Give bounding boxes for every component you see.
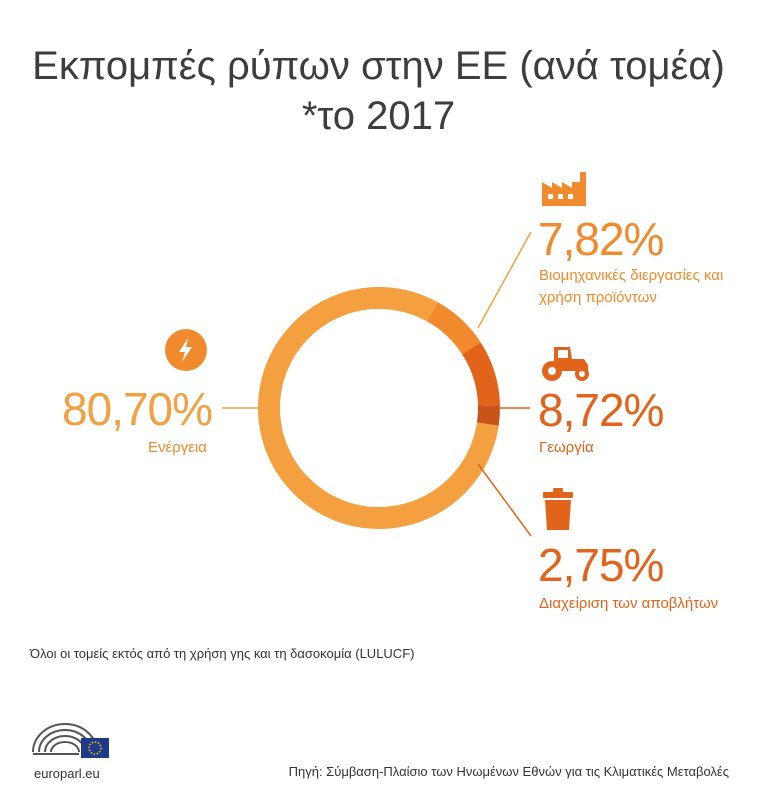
chart-subtitle: *το 2017 bbox=[301, 94, 456, 138]
donut-slice-waste bbox=[476, 404, 500, 426]
europarl-link[interactable]: europarl.eu bbox=[34, 766, 100, 781]
source-note: Πηγή: Σύμβαση-Πλαίσιο των Ηνωμένων Εθνών… bbox=[288, 764, 729, 779]
donut-slice-agri bbox=[462, 342, 500, 406]
industry-label-line2: χρήση προϊόντων bbox=[539, 289, 657, 306]
factory-icon bbox=[542, 172, 586, 206]
waste-leader-line bbox=[477, 463, 532, 537]
lightning-icon bbox=[165, 329, 207, 371]
industry-percentage: 7,82% bbox=[538, 213, 664, 265]
chart-title: Εκπομπές ρύπων στην ΕΕ (ανά τομέα) bbox=[32, 44, 725, 88]
waste-label: Διαχείριση των αποβλήτων bbox=[539, 595, 719, 612]
agri-percentage: 8,72% bbox=[538, 384, 664, 436]
waste-percentage: 2,75% bbox=[538, 539, 664, 591]
energy-percentage: 80,70% bbox=[62, 383, 213, 435]
industry-leader-line bbox=[477, 231, 532, 329]
energy-label: Ενέργεια bbox=[148, 439, 207, 456]
footnote: Όλοι οι τομείς εκτός από τη χρήση γης κα… bbox=[30, 646, 415, 661]
agri-label: Γεωργία bbox=[539, 439, 594, 456]
donut-slice-industry bbox=[426, 302, 481, 355]
european-parliament-logo-icon bbox=[32, 723, 109, 758]
trash-bin-icon bbox=[543, 488, 573, 530]
industry-label-line1: Βιομηχανικές διεργασίες και bbox=[539, 267, 724, 284]
tractor-icon bbox=[542, 347, 589, 381]
